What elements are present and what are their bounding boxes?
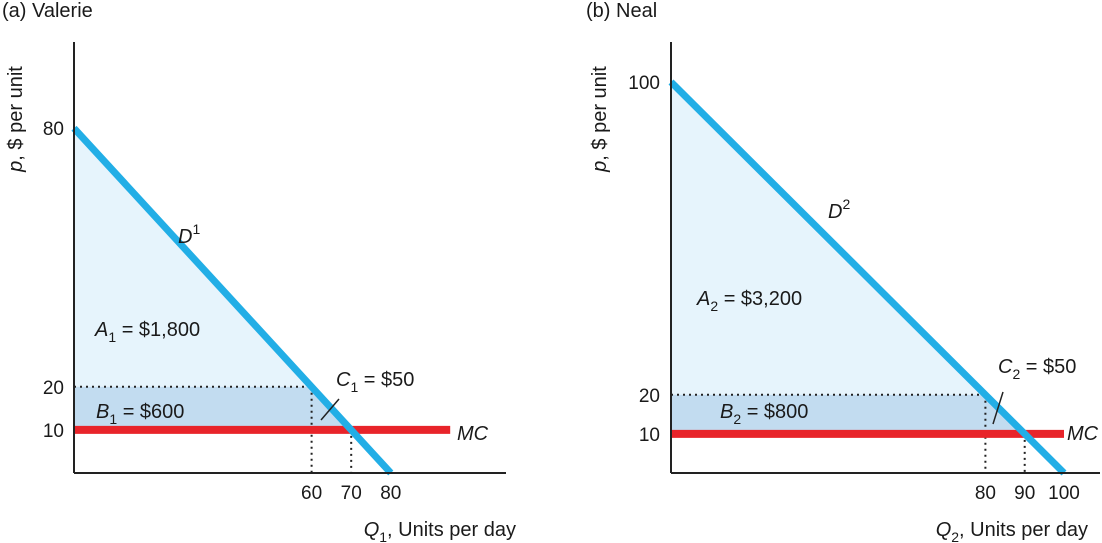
x-axis-label: Q2, Units per day [936,519,1088,543]
area-c-label: C2 = $50 [998,356,1076,382]
y-tick-label: 10 [639,425,660,446]
x-tick-label: 60 [301,483,322,504]
x-tick-label: 100 [1048,483,1080,504]
area-c-leader [320,398,340,421]
y-tick-label: 20 [43,378,64,399]
mc-label: MC [457,423,489,445]
panel-title: (a) Valerie [2,0,93,22]
panel-valerie: (a) Valerie 10 20 80 60 70 80 p, $ per unit Q1, … [2,0,516,543]
area-b-label: B1 = $600 [96,401,184,427]
x-tick-label: 80 [380,483,401,504]
y-tick-label: 20 [639,386,660,407]
y-tick-label: 100 [628,73,660,94]
panel-neal: (b) Neal 10 20 100 80 90 100 p, $ per unit Q2, U… [586,0,1100,543]
x-axis-label: Q1, Units per day [364,519,516,543]
demand-label: D1 [178,221,200,248]
demand-curve [71,125,394,476]
area-c-label: C1 = $50 [336,369,414,395]
y-tick-label: 80 [43,119,64,140]
y-axis-label: p, $ per unit [589,66,611,173]
y-axis-label: p, $ per unit [5,66,27,173]
mc-label: MC [1067,423,1099,445]
y-tick-label: 10 [43,421,64,442]
area-b [671,394,1025,434]
area-b [74,386,352,430]
x-tick-label: 70 [341,483,362,504]
area-b-label: B2 = $800 [720,401,808,427]
area-a-label: A2 = $3,200 [696,288,802,314]
panel-title: (b) Neal [586,0,657,22]
area-c-leader [992,391,1004,425]
demand-label: D2 [828,196,850,223]
x-tick-label: 80 [975,483,996,504]
x-tick-label: 90 [1014,483,1035,504]
area-a-label: A1 = $1,800 [94,319,200,345]
